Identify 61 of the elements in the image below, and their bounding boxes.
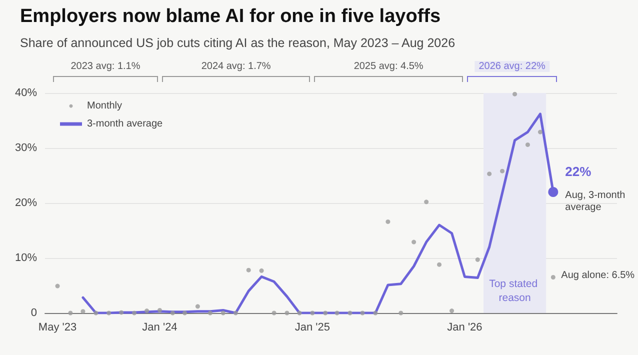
point bbox=[334, 310, 340, 316]
point bbox=[538, 130, 542, 134]
y-tick-label: 10% bbox=[14, 252, 38, 264]
point bbox=[106, 310, 112, 316]
annotation: Aug alone: 6.5% bbox=[561, 270, 635, 282]
point bbox=[550, 275, 556, 280]
legend-label: 3-month average bbox=[87, 118, 164, 130]
point bbox=[144, 308, 150, 314]
point bbox=[80, 309, 86, 314]
point bbox=[398, 310, 404, 316]
point bbox=[512, 92, 518, 96]
point bbox=[157, 308, 162, 312]
point bbox=[450, 308, 454, 314]
y-tick-label: 30% bbox=[14, 142, 38, 154]
point bbox=[68, 310, 73, 316]
text: 2024 avg: 1.7% bbox=[201, 61, 271, 72]
point bbox=[386, 219, 390, 224]
point bbox=[310, 310, 315, 316]
annotation: 22% bbox=[565, 164, 592, 179]
point bbox=[55, 284, 60, 288]
point bbox=[259, 268, 264, 273]
text: 2025 avg: 4.5% bbox=[354, 61, 424, 72]
y-tick-label: 40% bbox=[14, 87, 38, 99]
annotation: Aug, 3-month average bbox=[565, 190, 626, 214]
point bbox=[233, 310, 238, 316]
point bbox=[284, 310, 290, 316]
x-tick-label: Jan '26 bbox=[447, 322, 482, 334]
point bbox=[348, 310, 352, 316]
point bbox=[220, 310, 226, 316]
x-tick-label: May '23 bbox=[38, 322, 77, 334]
point bbox=[272, 310, 276, 316]
point bbox=[424, 200, 429, 204]
point bbox=[323, 310, 328, 316]
text: 2023 avg: 1.1% bbox=[70, 61, 140, 72]
point bbox=[297, 310, 302, 316]
point bbox=[182, 310, 188, 316]
x-tick-label: Jan '24 bbox=[142, 322, 178, 334]
point bbox=[170, 310, 175, 316]
text: 2026 avg: 22% bbox=[474, 61, 550, 72]
y-tick-label: 0 bbox=[30, 307, 37, 319]
point bbox=[500, 168, 505, 174]
point bbox=[195, 304, 200, 309]
point bbox=[208, 310, 212, 316]
point bbox=[119, 310, 124, 315]
point bbox=[373, 310, 378, 316]
point bbox=[475, 257, 480, 262]
point bbox=[437, 262, 442, 267]
point bbox=[525, 142, 530, 147]
point bbox=[548, 187, 558, 197]
chart-subtitle: Share of announced US job cuts citing AI as the reason, May 2023 – Aug 2026 bbox=[20, 36, 456, 50]
y-tick-label: 20% bbox=[14, 197, 38, 209]
band-label: Top stated reason bbox=[489, 278, 540, 304]
x-tick-label: Jan '25 bbox=[294, 322, 330, 334]
legend-label: Monthly bbox=[87, 100, 122, 112]
point bbox=[246, 268, 251, 272]
chart-title: Employers now blame AI for one in five layoffs bbox=[20, 6, 441, 28]
point bbox=[94, 310, 98, 316]
point bbox=[132, 310, 137, 316]
point bbox=[412, 240, 416, 244]
point bbox=[360, 310, 365, 316]
point bbox=[487, 172, 492, 176]
